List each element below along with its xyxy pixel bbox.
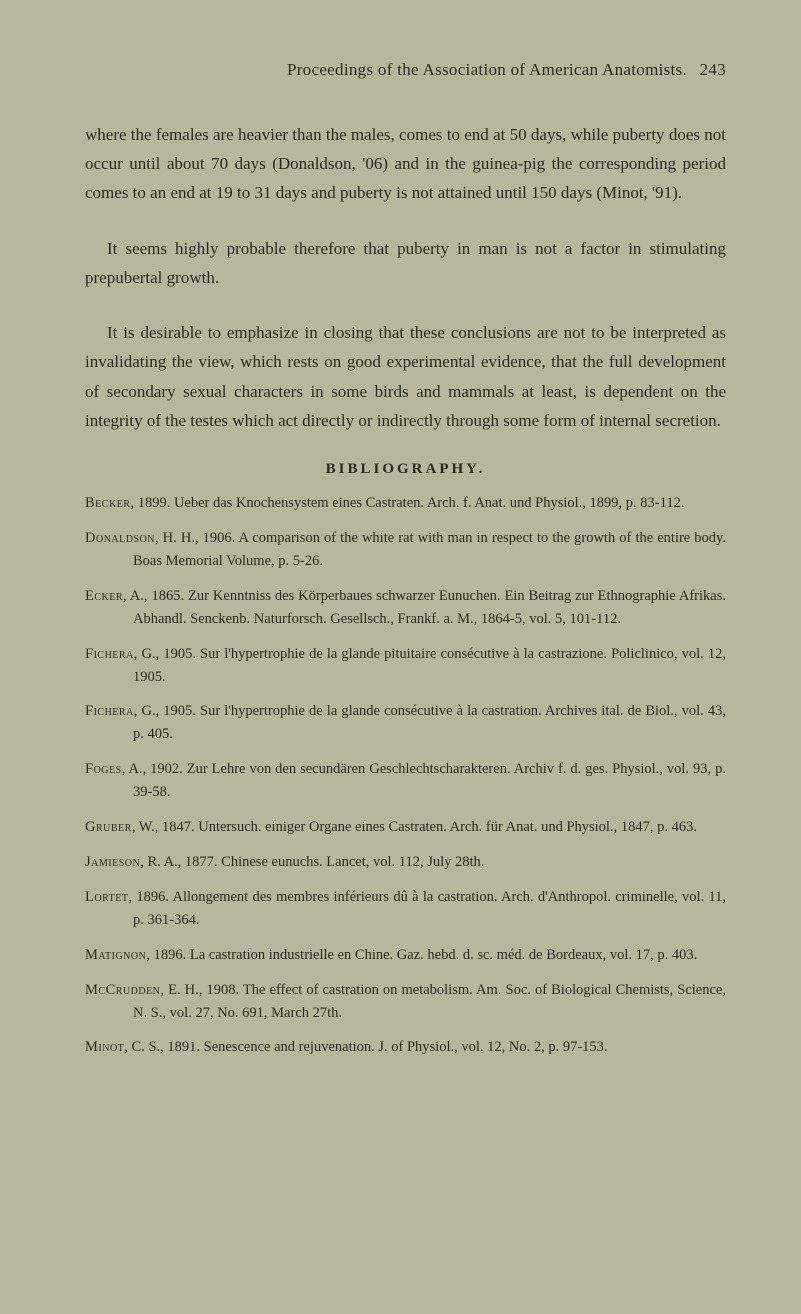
bib-text: , R. A., 1877. Chinese eunuchs. Lancet, … [140,854,484,870]
bib-text: , H. H., 1906. A comparison of the white… [133,530,726,569]
bib-entry: Gruber, W., 1847. Untersuch. einiger Org… [85,816,726,839]
bib-author: Fichera [85,703,134,719]
bib-entry: Lortet, 1896. Allongement des membres in… [85,886,726,932]
bib-text: , A., 1865. Zur Kenntniss des Körperbaue… [123,588,726,627]
paragraph-1: where the females are heavier than the m… [85,120,726,208]
bib-author: Becker [85,495,130,511]
bib-entry: Matignon, 1896. La castration industriel… [85,944,726,967]
bib-entry: Fichera, G., 1905. Sur l'hypertrophie de… [85,700,726,746]
bib-author: Gruber [85,819,132,835]
bib-author: Matignon [85,947,146,963]
bib-entry: Donaldson, H. H., 1906. A comparison of … [85,527,726,573]
running-header: Proceedings of the Association of Americ… [85,60,726,80]
bib-author: Foges [85,761,122,777]
bib-entry: Foges, A., 1902. Zur Lehre von den secun… [85,758,726,804]
bib-text: , 1896. Allongement des membres inférieu… [128,889,726,928]
bib-author: Jamieson [85,854,140,870]
bib-text: , E. H., 1908. The effect of castration … [133,982,726,1021]
bib-text: , C. S., 1891. Senescence and rejuvenati… [124,1039,607,1055]
bibliography-heading: BIBLIOGRAPHY. [85,461,726,478]
header-title: Proceedings of the Association of Americ… [287,60,687,79]
paragraph-2: It seems highly probable therefore that … [85,234,726,292]
bib-text: , 1899. Ueber das Knochensystem eines Ca… [130,495,684,511]
bib-entry: McCrudden, E. H., 1908. The effect of ca… [85,979,726,1025]
bib-text: , W., 1847. Untersuch. einiger Organe ei… [132,819,697,835]
bib-text: , 1896. La castration industrielle en Ch… [146,947,697,963]
bib-text: , A., 1902. Zur Lehre von den secundären… [122,761,726,800]
paragraph-3: It is desirable to emphasize in closing … [85,318,726,435]
bib-author: Lortet [85,889,128,905]
bib-author: Ecker [85,588,123,604]
bib-entry: Minot, C. S., 1891. Senescence and rejuv… [85,1036,726,1059]
bib-entry: Fichera, G., 1905. Sur l'hypertrophie de… [85,643,726,689]
page-number: 243 [700,60,726,79]
bib-author: Donaldson [85,530,155,546]
bib-entry: Jamieson, R. A., 1877. Chinese eunuchs. … [85,851,726,874]
bib-text: , G., 1905. Sur l'hypertrophie de la gla… [133,646,726,685]
bib-author: Minot [85,1039,124,1055]
bibliography-list: Becker, 1899. Ueber das Knochensystem ei… [85,492,726,1059]
bib-text: , G., 1905. Sur l'hypertrophie de la gla… [133,703,726,742]
bib-author: McCrudden [85,982,160,998]
bib-entry: Becker, 1899. Ueber das Knochensystem ei… [85,492,726,515]
bib-entry: Ecker, A., 1865. Zur Kenntniss des Körpe… [85,585,726,631]
bib-author: Fichera [85,646,134,662]
